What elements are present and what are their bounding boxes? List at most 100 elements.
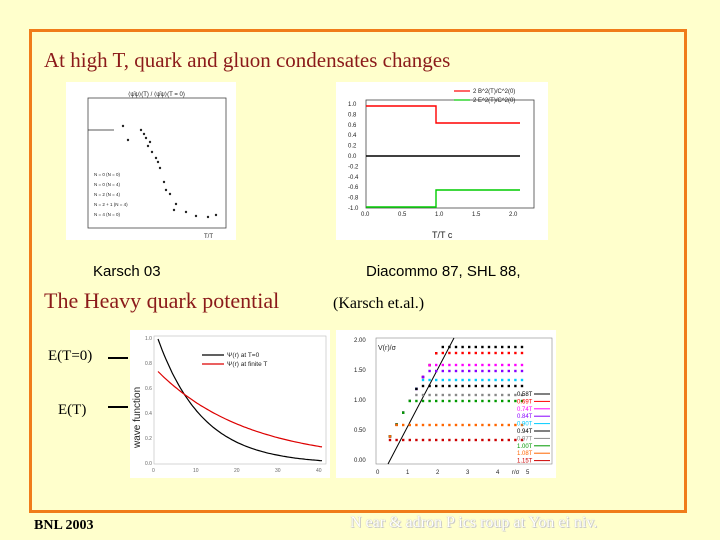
potential-point xyxy=(435,369,438,373)
potential-point xyxy=(501,345,504,349)
potential-xtick: 0 xyxy=(376,470,380,476)
diacommo-xlabel: T/T c xyxy=(432,230,453,240)
potential-point xyxy=(501,363,504,367)
potential-point xyxy=(487,363,491,367)
potential-point xyxy=(402,411,405,414)
wavefunction-xtick: 0 xyxy=(152,468,155,474)
potential-point xyxy=(501,438,504,442)
potential-point xyxy=(461,378,464,382)
e-t0-line xyxy=(108,357,128,359)
potential-point xyxy=(474,399,477,403)
potential-point xyxy=(448,345,451,349)
potential-point xyxy=(428,399,431,403)
potential-point xyxy=(408,438,411,442)
diacommo-xtick: 1.5 xyxy=(472,212,481,218)
wavefunction-ytick: 1.0 xyxy=(145,336,152,342)
potential-point xyxy=(435,438,438,442)
potential-ytick: 0.50 xyxy=(354,428,366,434)
potential-point xyxy=(428,393,431,397)
potential-point xyxy=(494,345,497,349)
potential-point xyxy=(415,423,418,427)
potential-ytick: 1.00 xyxy=(354,398,366,404)
potential-point xyxy=(461,438,464,442)
potential-point xyxy=(494,351,497,355)
potential-xtick: 5 xyxy=(526,470,530,476)
potential-point xyxy=(514,423,517,427)
potential-point xyxy=(395,423,398,427)
potential-point xyxy=(448,393,451,397)
potential-point xyxy=(501,384,504,388)
potential-point xyxy=(487,438,491,442)
wavefunction-ytick: 0.8 xyxy=(145,361,152,367)
karsch-legend-2: N = 2 (N = 4) xyxy=(94,192,121,197)
potential-xtick: 2 xyxy=(436,470,440,476)
potential-point xyxy=(435,378,438,382)
potential-ylabel: V(r)/σ xyxy=(378,345,397,352)
potential-point xyxy=(435,399,438,403)
potential-point xyxy=(507,363,510,367)
diacommo-figure: 1.0 0.8 0.6 0.4 0.2 0.0 -0.2 -0.4 -0.6 -0.8 -1.0 0… xyxy=(336,82,548,240)
potential-point xyxy=(520,369,524,373)
potential-point xyxy=(408,399,411,403)
potential-point xyxy=(435,423,438,427)
potential-point xyxy=(428,438,431,442)
potential-point xyxy=(474,393,477,397)
potential-point xyxy=(454,378,458,382)
potential-point xyxy=(441,363,444,367)
diacommo-ytick: 0.0 xyxy=(348,154,357,160)
potential-figure: V(r)/σ r/σ 2.00 1.50 1.00 0.50 0.00 0 1 2 3 4 5 0… xyxy=(336,330,556,478)
potential-point xyxy=(507,369,510,373)
potential-point xyxy=(507,438,510,442)
potential-point xyxy=(461,351,464,355)
potential-point xyxy=(441,399,444,403)
potential-point xyxy=(435,384,438,388)
potential-point xyxy=(494,423,497,427)
potential-point xyxy=(421,393,425,397)
potential-point xyxy=(487,393,491,397)
potential-point xyxy=(441,423,444,427)
potential-point xyxy=(520,363,524,367)
potential-legend-label: 0.97T xyxy=(517,436,533,442)
potential-point xyxy=(448,351,451,355)
karsch-header: ⟨ψ̄ψ⟩(T) / ⟨ψ̄ψ⟩(T = 0) xyxy=(128,91,185,98)
potential-point xyxy=(461,369,464,373)
potential-point xyxy=(408,423,411,427)
potential-point xyxy=(481,351,484,355)
potential-point xyxy=(448,378,451,382)
diacommo-legend-e: 2 E^2(T)/C^2(0) xyxy=(473,98,515,104)
potential-point xyxy=(428,363,431,367)
potential-point xyxy=(435,363,438,367)
potential-point xyxy=(487,369,491,373)
wavefunction-legend-finite: Ψ(r) at finite T xyxy=(227,361,267,368)
potential-point xyxy=(520,378,524,382)
potential-point xyxy=(474,363,477,367)
potential-point xyxy=(461,399,464,403)
potential-point xyxy=(428,378,431,382)
potential-point xyxy=(481,363,484,367)
potential-point xyxy=(388,435,392,438)
potential-point xyxy=(435,352,438,355)
wavefunction-legend-t0: Ψ(r) at T=0 xyxy=(227,352,260,359)
potential-point xyxy=(441,351,444,355)
potential-point xyxy=(461,423,464,427)
diacommo-ytick: -0.2 xyxy=(348,164,359,170)
potential-point xyxy=(474,351,477,355)
potential-point xyxy=(481,399,484,403)
potential-point xyxy=(507,378,510,382)
wavefunction-plot: wave function 1.0 0.8 0.6 0.4 0.2 0.0 0 10 20 30… xyxy=(130,330,330,478)
diacommo-ytick: -0.4 xyxy=(348,175,359,181)
potential-point xyxy=(501,351,504,355)
e-t0-label: E(T=0) xyxy=(48,348,93,364)
potential-point xyxy=(461,393,464,397)
wavefunction-finite-curve xyxy=(157,371,323,448)
potential-xtick: 4 xyxy=(496,470,500,476)
potential-point xyxy=(494,384,497,388)
potential-ytick: 2.00 xyxy=(354,338,366,344)
potential-point xyxy=(448,423,451,427)
karsch-legend-3: N = 2 + 1 (N = 4) xyxy=(94,202,128,207)
diacommo-xtick: 1.0 xyxy=(435,212,444,218)
diacommo-legend-b: 2 B^2(T)/C^2(0) xyxy=(473,89,515,95)
potential-point xyxy=(468,345,471,349)
potential-point xyxy=(454,345,458,349)
potential-point xyxy=(468,399,471,403)
